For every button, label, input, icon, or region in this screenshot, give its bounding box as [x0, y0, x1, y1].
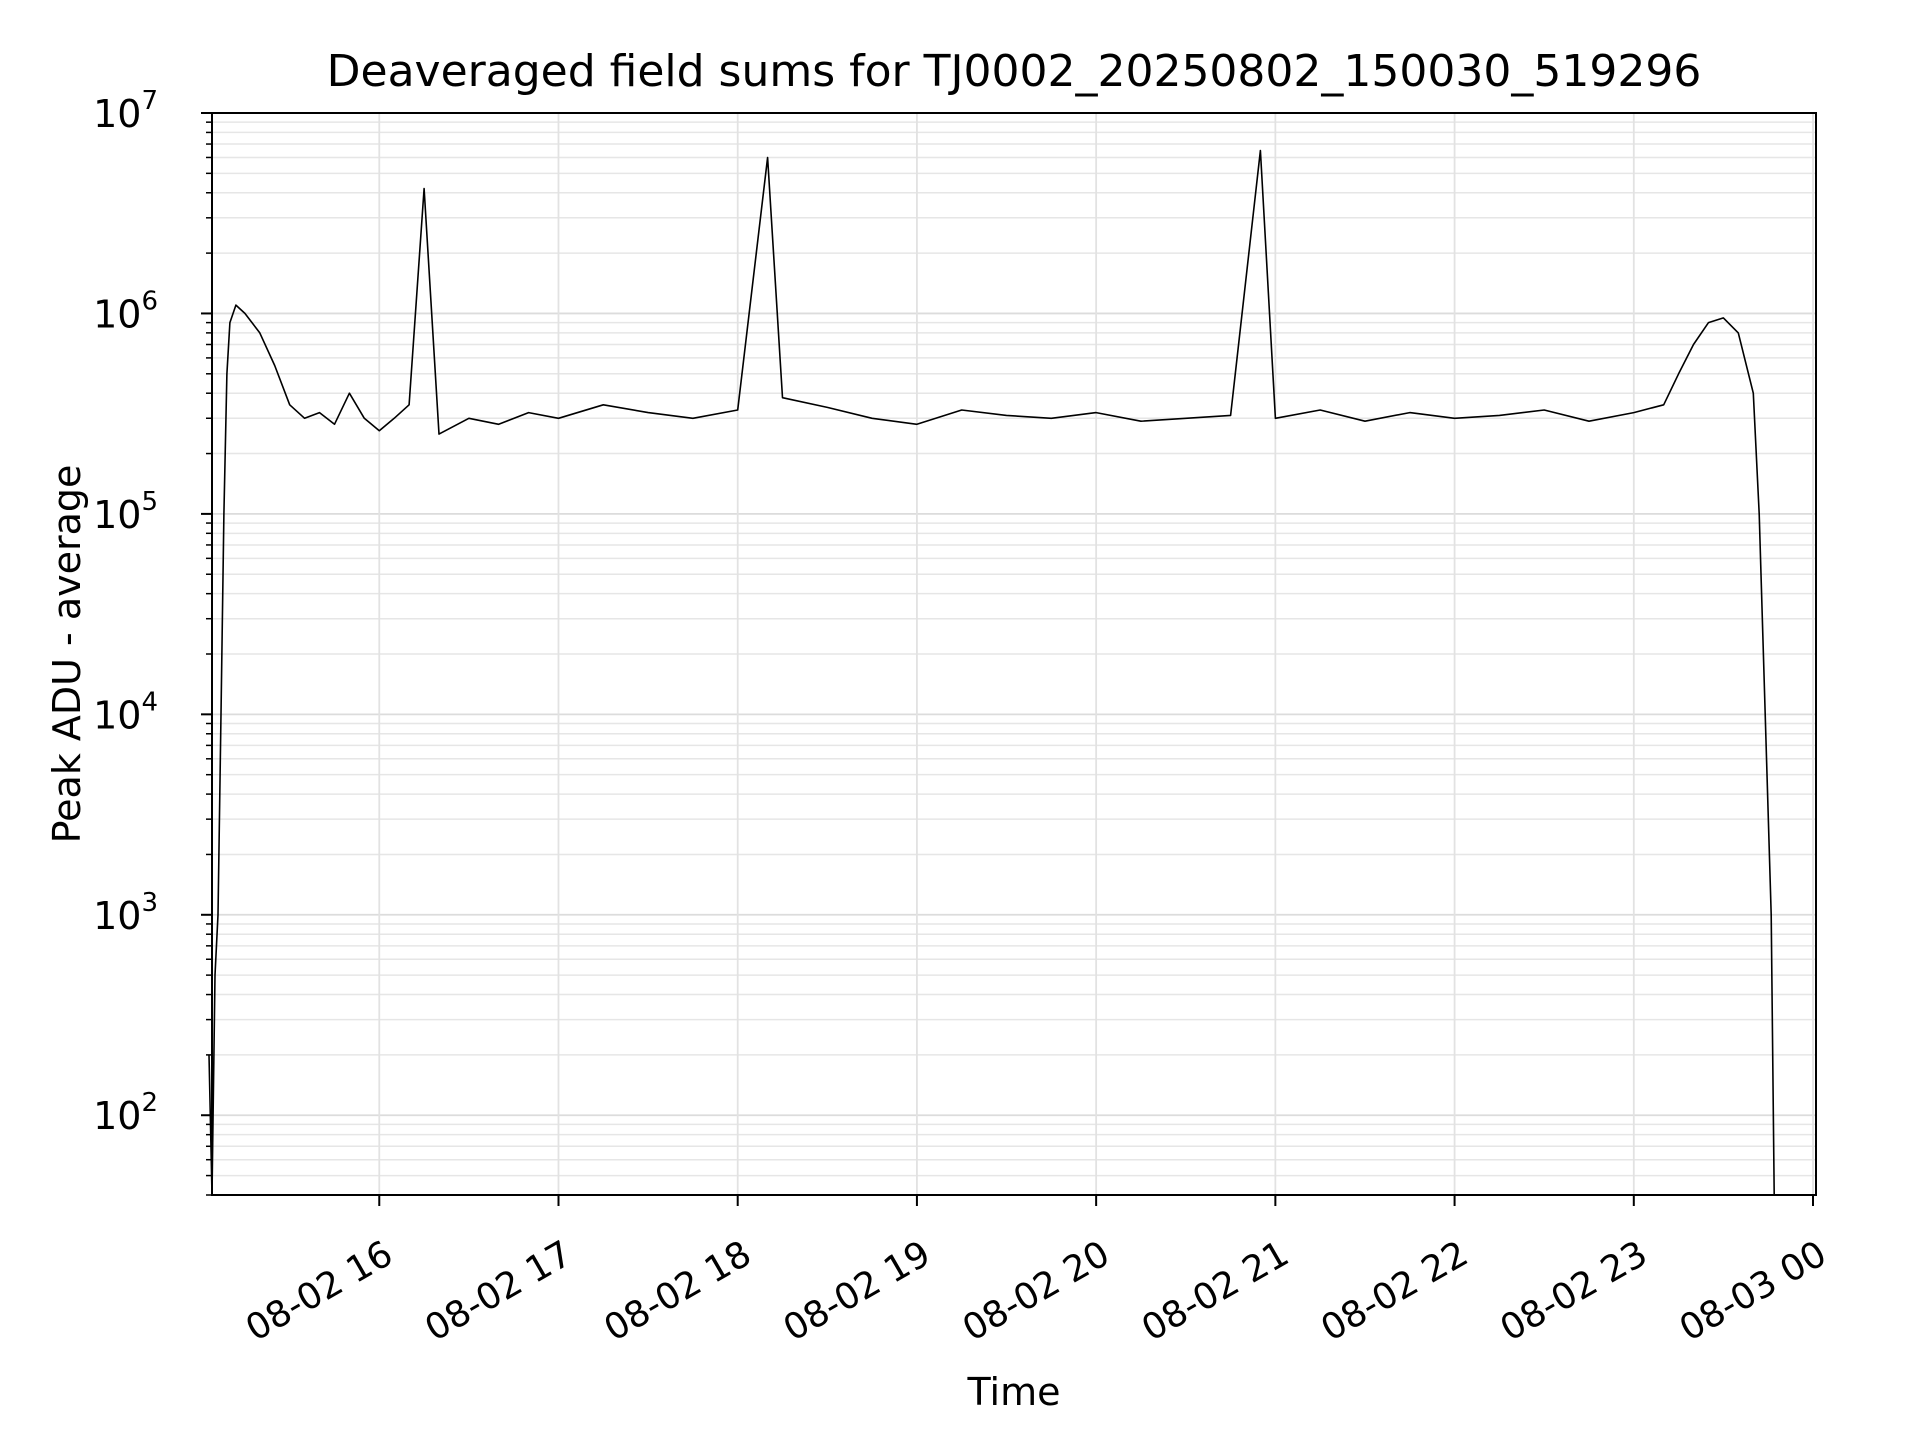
y-tick-label: 105 — [93, 487, 158, 537]
y-tick-exponent: 7 — [141, 86, 158, 116]
y-tick-exponent: 2 — [141, 1088, 158, 1118]
y-tick-label: 107 — [93, 86, 158, 136]
y-tick-exponent: 4 — [141, 687, 158, 717]
y-tick-label: 106 — [93, 286, 158, 336]
y-tick-label: 102 — [93, 1088, 158, 1138]
x-tick-label: 08-02 22 — [1314, 1233, 1475, 1349]
y-tick-label: 104 — [93, 687, 158, 737]
x-tick-label: 08-03 00 — [1673, 1233, 1834, 1349]
grid-layer — [212, 112, 1816, 1196]
y-tick-exponent: 3 — [141, 888, 158, 918]
x-tick-label: 08-02 16 — [239, 1233, 400, 1349]
chart-title: Deaveraged field sums for TJ0002_2025080… — [327, 46, 1702, 97]
x-axis-label: Time — [967, 1370, 1061, 1414]
x-tick-label: 08-02 17 — [418, 1233, 579, 1349]
x-tick-label: 08-02 23 — [1494, 1233, 1655, 1349]
y-axis-label: Peak ADU - average — [45, 465, 89, 844]
series-layer — [208, 149, 1775, 1196]
y-tick-exponent: 5 — [141, 487, 158, 517]
x-tick-label: 08-02 20 — [956, 1233, 1117, 1349]
y-tick-exponent: 6 — [141, 286, 158, 316]
x-tick-label: 08-02 19 — [777, 1233, 938, 1349]
x-tick-label: 08-02 18 — [598, 1233, 759, 1349]
x-tick-label: 08-02 21 — [1135, 1233, 1296, 1349]
y-tick-label: 103 — [93, 888, 158, 938]
series-line — [208, 149, 1775, 1196]
